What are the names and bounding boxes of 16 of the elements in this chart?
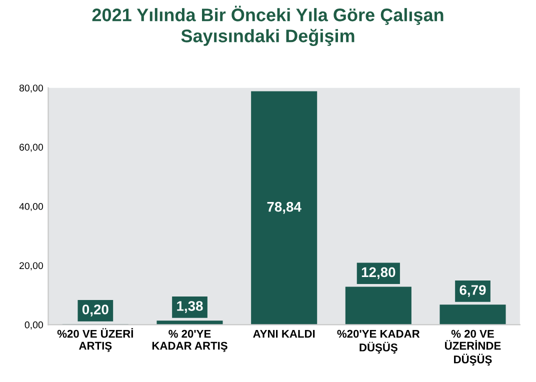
data-label: 0,20: [82, 304, 108, 316]
y-tick-label: 60,00: [20, 144, 43, 152]
x-tick-label: AYNI KALDI: [253, 330, 315, 338]
y-tick-label: 40,00: [19, 203, 43, 212]
x-tick-label: % 20 VE ÜZERİNDE DÜŞÜŞ: [445, 330, 501, 366]
chart-title: 2021 Yılında Bir Önceki Yıla Göre Çalışan Sayısındaki Değişim: [92, 6, 444, 46]
y-tick-label: 20,00: [20, 262, 43, 270]
y-tick-label: 80,00: [19, 84, 43, 93]
x-tick-label: %20'YE KADAR DÜŞÜŞ: [337, 330, 420, 354]
y-tick-label: 0,00: [24, 321, 43, 330]
x-tick-label: % 20'YE KADAR ARTIŞ: [152, 330, 228, 352]
x-tick-label: %20 VE ÜZERİ ARTIŞ: [57, 328, 133, 352]
data-label: 6,79: [460, 285, 486, 297]
data-label: 1,38: [177, 301, 203, 313]
data-label: 78,84: [267, 202, 302, 214]
data-label: 12,80: [362, 267, 396, 280]
